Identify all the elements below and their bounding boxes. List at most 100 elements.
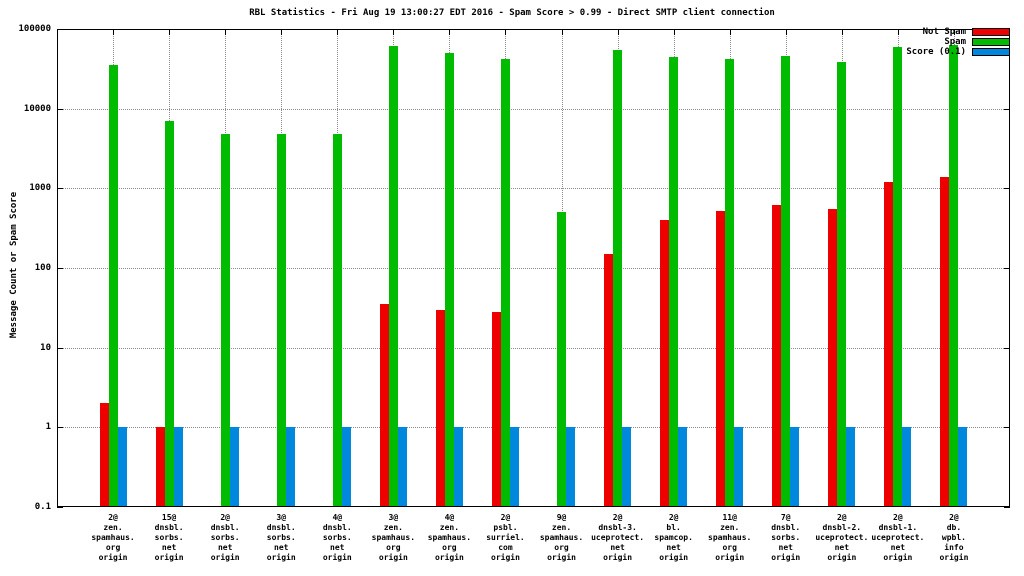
bar-spam <box>669 56 679 507</box>
legend-label: Not Spam <box>922 27 966 37</box>
y-axis-tick <box>1004 268 1010 269</box>
grid-line-horizontal <box>57 108 1010 110</box>
grid-line-horizontal <box>57 427 1010 429</box>
bar-score-0-1- <box>229 427 239 507</box>
bar-spam <box>444 52 454 507</box>
legend-swatch <box>972 28 1010 36</box>
bar-score-0-1- <box>790 427 800 507</box>
chart-title: RBL Statistics - Fri Aug 19 13:00:27 EDT… <box>249 8 775 18</box>
y-axis-tick-label: 10 <box>40 342 51 353</box>
y-axis-tick <box>1004 507 1010 508</box>
bar-not-spam <box>435 309 445 507</box>
legend-label: Score (0.1) <box>906 47 966 57</box>
legend-row: Score (0.1) <box>906 47 1010 57</box>
x-axis-tick <box>281 29 283 35</box>
x-axis-tick <box>505 29 507 35</box>
x-axis-tick <box>729 29 731 35</box>
x-axis-category-label: 2@ dnsbl. sorbs. net origin <box>210 513 240 562</box>
bar-not-spam <box>379 304 389 507</box>
x-axis-category-label: 11@ zen. spamhaus. org origin <box>708 513 752 562</box>
x-axis-tick <box>113 29 115 35</box>
plot-border <box>57 29 1010 507</box>
bar-score-0-1- <box>566 427 576 507</box>
bar-spam <box>557 212 567 507</box>
bar-not-spam <box>99 403 109 507</box>
y-axis-tick <box>1004 108 1010 110</box>
x-axis-tick <box>225 29 227 35</box>
bar-score-0-1- <box>341 427 351 507</box>
legend-swatch <box>972 38 1010 46</box>
grid-line-horizontal <box>57 188 1010 190</box>
x-axis-category-label: 4@ zen. spamhaus. org origin <box>427 513 472 562</box>
bar-not-spam <box>604 253 614 507</box>
legend-swatch <box>972 48 1010 56</box>
bar-score-0-1- <box>117 427 127 507</box>
x-axis-category-label: 2@ bl. spamcop. net origin <box>654 513 693 562</box>
x-axis-tick <box>953 29 955 35</box>
bar-spam <box>164 121 174 507</box>
bar-score-0-1- <box>902 427 912 507</box>
x-axis-tick <box>169 29 171 35</box>
x-axis-category-label: 4@ dnsbl. sorbs. net origin <box>322 513 352 562</box>
bar-spam <box>725 59 735 507</box>
legend: Not Spam Spam Score (0.1) <box>906 27 1010 57</box>
bar-spam <box>388 45 398 507</box>
bar-score-0-1- <box>285 427 295 507</box>
x-axis-tick <box>785 29 787 35</box>
x-axis-category-label: 2@ psbl. surriel. com origin <box>486 513 525 562</box>
x-axis-tick <box>393 29 395 35</box>
bar-not-spam <box>884 182 894 507</box>
x-axis-category-label: 9@ zen. spamhaus. org origin <box>539 513 584 562</box>
bar-score-0-1- <box>453 427 463 507</box>
x-axis-category-label: 2@ dnsbl-1. uceprotect. net origin <box>871 513 925 562</box>
y-axis-tick-label: 1000 <box>29 183 51 194</box>
x-axis-category-label: 2@ zen. spamhaus. org origin <box>91 513 135 562</box>
x-axis-category-label: 2@ dnsbl-2. uceprotect. net origin <box>815 513 869 562</box>
x-axis-tick <box>449 29 451 35</box>
bar-spam <box>220 134 230 507</box>
y-axis-tick-label: 1 <box>45 422 51 433</box>
legend-label: Spam <box>944 37 966 47</box>
y-axis-tick <box>1004 427 1010 429</box>
legend-row: Spam <box>906 37 1010 47</box>
bar-score-0-1- <box>397 427 407 507</box>
bar-not-spam <box>155 427 165 507</box>
y-axis-tick <box>57 347 63 349</box>
x-axis-tick <box>337 29 339 35</box>
y-axis-tick <box>1004 188 1010 190</box>
bar-spam <box>949 44 959 507</box>
bar-spam <box>500 59 510 507</box>
x-axis-category-label: 15@ dnsbl. sorbs. net origin <box>154 513 184 562</box>
bar-not-spam <box>491 312 501 507</box>
x-axis-tick <box>673 29 675 35</box>
y-axis-tick <box>57 188 63 190</box>
bar-not-spam <box>772 204 782 507</box>
bar-not-spam <box>716 210 726 507</box>
y-axis-tick <box>57 507 63 508</box>
x-axis-category-label: 3@ zen. spamhaus. org origin <box>371 513 416 562</box>
x-axis-category-label: 3@ dnsbl. sorbs. net origin <box>266 513 296 562</box>
bar-not-spam <box>828 209 838 507</box>
x-axis-tick <box>617 29 619 35</box>
grid-line-horizontal <box>57 347 1010 349</box>
bar-score-0-1- <box>509 427 519 507</box>
x-axis-tick <box>897 29 899 35</box>
bar-score-0-1- <box>846 427 856 507</box>
bar-spam <box>837 62 847 507</box>
bar-score-0-1- <box>678 427 688 507</box>
x-axis-tick <box>561 29 563 35</box>
bar-score-0-1- <box>173 427 183 507</box>
bar-spam <box>108 65 118 507</box>
grid-line-horizontal <box>57 268 1010 269</box>
bar-spam <box>276 134 286 507</box>
bar-score-0-1- <box>734 427 744 507</box>
y-axis-tick-label: 10000 <box>23 103 51 114</box>
bar-spam <box>781 55 791 507</box>
x-axis-tick <box>841 29 843 35</box>
bar-score-0-1- <box>958 427 968 507</box>
y-axis-tick <box>57 268 63 269</box>
y-axis-tick <box>1004 347 1010 349</box>
legend-row: Not Spam <box>906 27 1010 37</box>
x-axis-category-label: 2@ db. wpbl. info origin <box>939 513 969 562</box>
